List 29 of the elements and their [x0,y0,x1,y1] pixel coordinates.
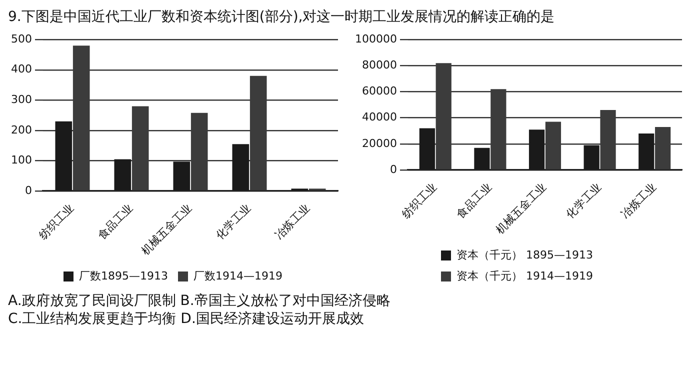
x-tick-label: 冶炼工业 [272,202,313,242]
x-tick-label: 化学工业 [213,202,254,242]
text: C.工业结构发展更趋于均衡 D.国民经济建设运动开展成效 [8,310,365,328]
y-tick-label: 100000 [354,32,397,46]
text: A.政府放宽了民间设厂限制 B.帝国主义放松了对中国经济侵略 [8,292,392,310]
legend-label: 厂数1895—1913 [79,269,168,282]
y-tick-label: 20000 [362,136,397,150]
y-tick-label: 300 [10,93,32,106]
legend-label: 厂数1914—1919 [194,269,282,282]
legend-label: 资本（千元） 1895—1913 [456,248,594,262]
y-tick-label: 200 [10,123,32,136]
x-tick-label: 机械五金工业 [138,202,195,258]
legend-label: 资本（千元） 1914—1919 [456,269,594,282]
x-tick-label: 纺织工业 [36,202,77,242]
x-tick-label: 食品工业 [95,202,136,242]
x-tick-label: 食品工业 [454,180,494,221]
y-tick-label: 0 [24,184,32,197]
x-tick-label: 机械五金工业 [493,180,550,236]
y-tick-label: 80000 [362,58,397,72]
y-tick-label: 40000 [362,110,397,124]
y-tick-label: 400 [10,62,32,76]
y-tick-label: 0 [390,162,397,176]
y-tick-label: 500 [10,32,32,46]
y-tick-label: 60000 [362,84,397,98]
chart-title: 9.下图是中国近代工业厂数和资本统计图(部分),对这一时期工业发展情况的解读正确的是 [8,8,556,26]
x-tick-label: 化学工业 [564,180,604,221]
y-tick-label: 100 [10,154,32,167]
x-tick-label: 冶炼工业 [618,180,659,221]
x-tick-label: 纺织工业 [399,180,440,221]
